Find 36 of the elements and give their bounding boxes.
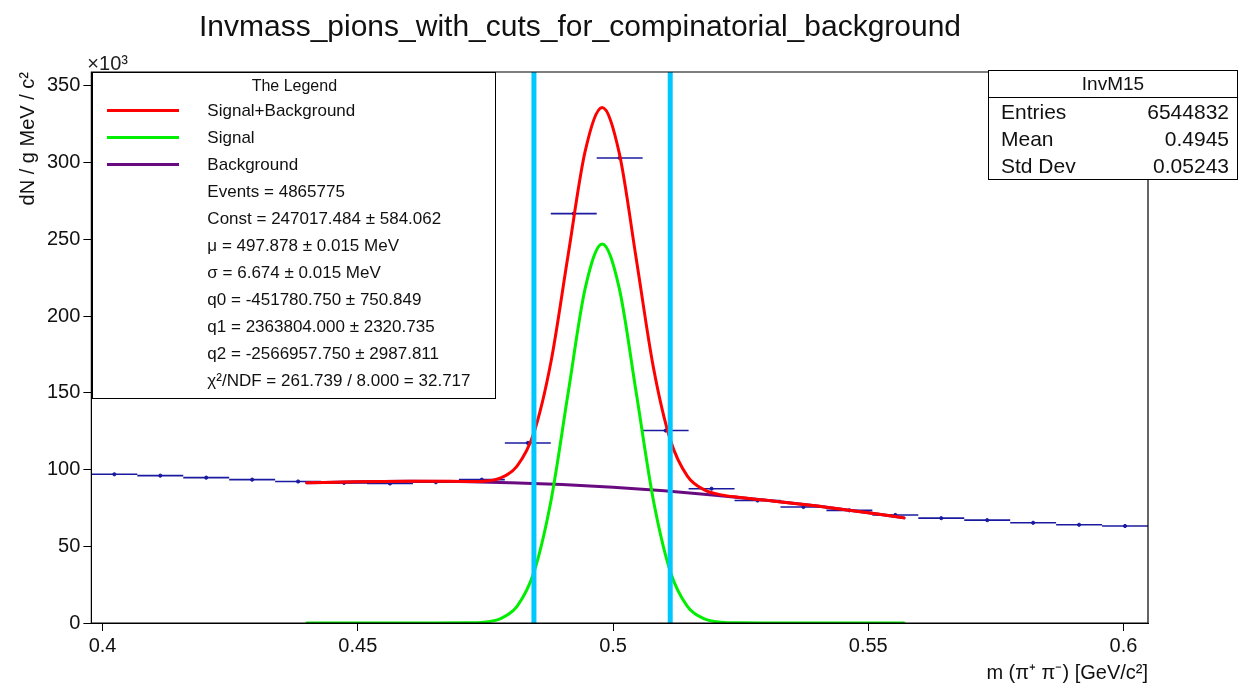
y-axis-title: dN / g MeV / c² xyxy=(15,71,38,206)
legend-label: Signal+Background xyxy=(207,100,356,122)
annotation: 6544832 xyxy=(1147,99,1229,125)
x-tick-label: 0.4 xyxy=(88,633,117,656)
annotation: q0 = -451780.750 ± 750.849 xyxy=(206,289,423,311)
x-tick-label: 0.55 xyxy=(848,633,888,656)
annotation: Entries xyxy=(1001,99,1067,125)
x-axis-title: m (π⁺ π⁻) [GeV/c²] xyxy=(986,660,1148,683)
annotation: InvM15 xyxy=(989,71,1237,98)
text: 0.05243 xyxy=(1153,153,1229,179)
annotation: q1 = 2363804.000 ± 2320.735 xyxy=(206,316,436,338)
x-tick-label: 0.45 xyxy=(338,633,378,656)
text: 0.4945 xyxy=(1164,126,1229,152)
annotation: Mean xyxy=(1001,126,1054,152)
y-tick-label: 0 xyxy=(69,610,81,633)
annotation: Std Dev xyxy=(1001,153,1076,179)
y-tick-label: 200 xyxy=(46,303,81,326)
x-tick-label: 0.6 xyxy=(1109,633,1138,656)
y-tick-label: 250 xyxy=(46,226,81,249)
legend-label: Background xyxy=(207,154,299,176)
y-tick-label: 50 xyxy=(58,533,81,556)
annotation: ×10³ xyxy=(87,51,129,74)
chart-title: Invmass_pions_with_cuts_for_compinatorial_background xyxy=(198,9,962,43)
annotation: σ = 6.674 ± 0.015 MeV xyxy=(206,262,382,284)
y-tick-label: 150 xyxy=(46,380,81,403)
y-tick-label: 100 xyxy=(46,457,81,480)
y-tick-label: 350 xyxy=(46,73,81,96)
annotation: μ = 497.878 ± 0.015 MeV xyxy=(206,235,400,257)
annotation: Events = 4865775 xyxy=(206,181,346,203)
y-tick-label: 300 xyxy=(46,150,81,173)
legend-label: Signal xyxy=(207,127,255,149)
legend-title: The Legend xyxy=(250,76,339,96)
annotation: q2 = -2566957.750 ± 2987.811 xyxy=(206,343,440,365)
x-tick-label: 0.5 xyxy=(599,633,627,656)
annotation: χ²/NDF = 261.739 / 8.000 = 32.717 xyxy=(206,370,472,392)
annotation: Const = 247017.484 ± 584.062 xyxy=(206,208,443,230)
